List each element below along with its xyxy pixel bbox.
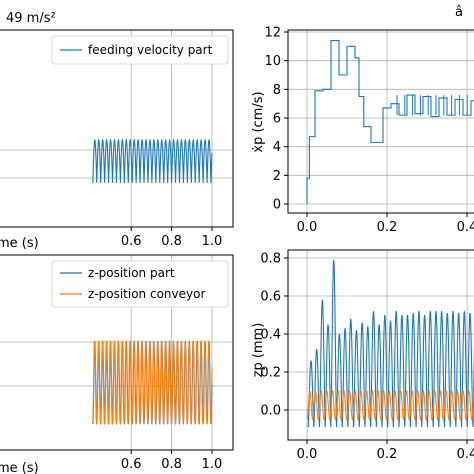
axes-frame-bottom-left: [0, 254, 234, 451]
x-axis-label-top-left: me (s): [0, 236, 39, 251]
br-y-tick-label: 0.2: [260, 366, 281, 381]
tr-y-tick-label: 2: [273, 169, 281, 184]
axes-frame-top-right: [287, 29, 474, 214]
tr-y-tick-label: 12: [264, 26, 281, 41]
series-line-z-position-conveyor: [92, 339, 213, 426]
tr-y-tick-label: 10: [264, 54, 281, 69]
axes-frame-top-left: [0, 29, 234, 228]
br-x-tick-label: 0.2: [377, 447, 398, 462]
x-axis-label-bottom-left: me (s): [0, 461, 39, 474]
legend-top-left: feeding velocity part: [51, 35, 229, 65]
panel-bottom-right: 0.0 0.2 0.4 0.0 0.2 0.4 0.6 0.8 zp (mm): [251, 249, 474, 462]
br-y-tick-label: 0.8: [260, 252, 281, 267]
axis-title-top-right: â: [455, 5, 463, 20]
br-y-tick-label: 0.4: [260, 328, 281, 343]
bl-x-tick-label: 0.8: [161, 457, 182, 472]
tr-y-tick-label: 6: [273, 112, 281, 127]
br-y-tick-label: 0.0: [260, 404, 281, 419]
legend-bottom-left: z-position part z-position conveyor: [51, 260, 229, 308]
panel-top-left: 0.6 0.8 1.0 49 m/s² me (s) feeding velocit…: [0, 11, 234, 251]
series-line-xdot-p: [306, 40, 474, 204]
series-line-feeding-velocity-part: [92, 138, 213, 184]
br-x-tick-label: 0.0: [297, 447, 318, 462]
tr-x-tick-label: 0.2: [377, 220, 398, 235]
br-x-tick-label: 0.4: [457, 447, 474, 462]
legend-label-z-position-part: z-position part: [88, 266, 175, 280]
panel-top-right: 0.0 0.2 0.4 0 2 4 6 8 10 12 â ẋp (cm/s): [251, 5, 474, 235]
legend-label-z-position-conveyor: z-position conveyor: [88, 287, 205, 301]
axes-frame-bottom-right: [287, 249, 474, 441]
tr-x-tick-label: 0.0: [297, 220, 318, 235]
series-line-z-p-conveyor: [306, 389, 474, 421]
br-y-tick-label: 0.6: [260, 290, 281, 305]
axis-title-top-left: 49 m/s²: [6, 11, 56, 26]
bl-x-tick-label: 0.6: [121, 457, 142, 472]
y-axis-label-bottom-right: zp (mm): [251, 323, 266, 378]
y-axis-label-top-right: ẋp (cm/s): [251, 91, 266, 152]
panel-bottom-left: 0.6 0.8 1.0 me (s) z-position part z-posit…: [0, 254, 234, 474]
tr-x-tick-label: 0.4: [457, 220, 474, 235]
legend-label-feeding-velocity: feeding velocity part: [88, 43, 213, 57]
bl-x-tick-label: 1.0: [202, 457, 223, 472]
tl-x-tick-label: 1.0: [202, 234, 223, 249]
tr-y-tick-label: 8: [273, 83, 281, 98]
tr-y-tick-label: 0: [273, 198, 281, 213]
tr-y-tick-label: 4: [273, 140, 281, 155]
tl-x-tick-label: 0.6: [121, 234, 142, 249]
tl-x-tick-label: 0.8: [161, 234, 182, 249]
